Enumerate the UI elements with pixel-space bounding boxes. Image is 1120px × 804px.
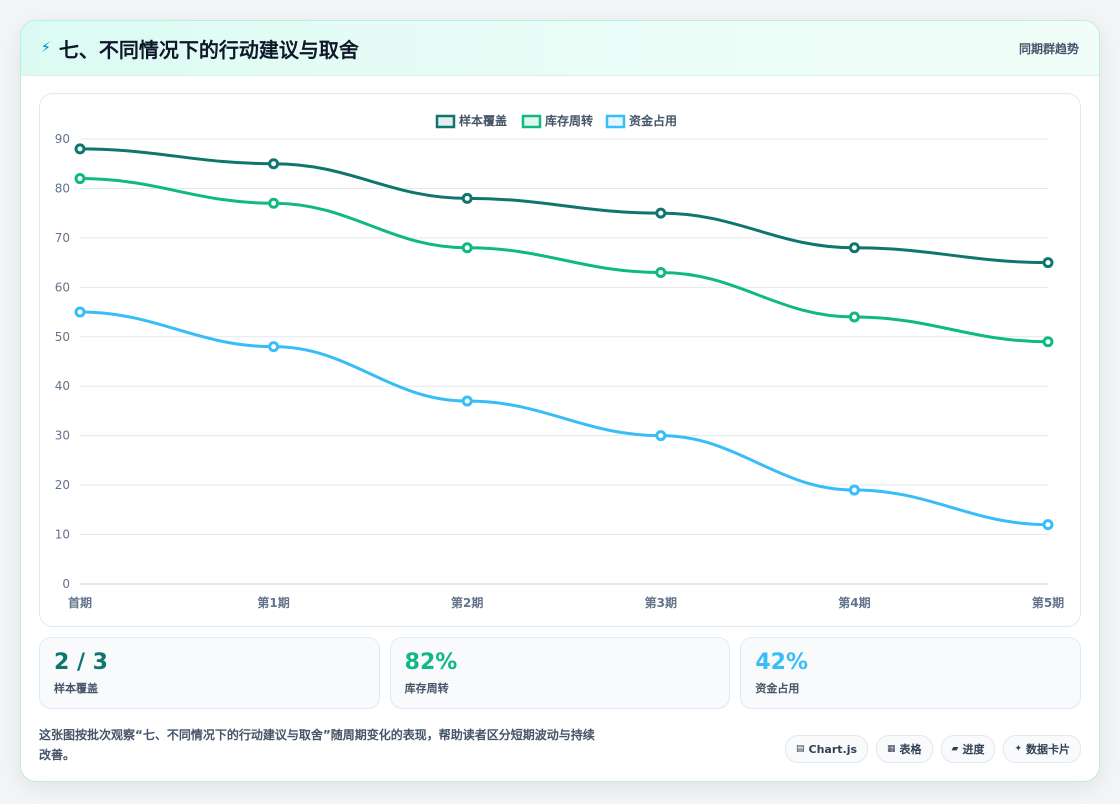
progress-icon: ▰ [951,744,959,754]
chart-container: 0 10 20 30 40 50 60 70 80 90 首期 第1期 第2期 第3期 第4期 第5期 样本覆盖… [39,93,1081,627]
legend-swatch [435,114,456,129]
y-tick-label: 0 [62,577,70,591]
chip-progress[interactable]: ▰ 进度 [940,735,996,763]
stat-card-turnover: 82% 库存周转 [389,637,731,709]
legend-label: 资金占用 [629,113,677,128]
chart-description: 这张图按批次观察“七、不同情况下的行动建议与取舍”随周期变化的表现，帮助读者区分… [39,728,595,762]
x-tick-label: 首期 [68,595,92,610]
stat-card-coverage: 2 / 3 样本覆盖 [39,637,380,709]
y-tick-label: 60 [55,280,70,294]
title-text: 七、不同情况下的行动建议与取舍 [58,37,359,62]
data-point [74,173,86,185]
data-point [1042,336,1054,348]
tag-chips: ▤ Chart.js ▦ 表格 ▰ 进度 ✦ 数据卡片 [784,735,1081,763]
series-line [79,177,1049,344]
data-point [655,430,667,442]
data-point [848,242,860,254]
y-tick-label: 80 [55,181,70,195]
chip-label: 进度 [962,743,985,756]
chip-label: Chart.js [808,742,858,756]
chip-label: 表格 [899,743,922,756]
page-title: ⚡ 七、不同情况下的行动建议与取舍 [41,34,359,63]
chart-icon: ▤ [795,744,805,754]
x-tick-label: 第5期 [1032,595,1064,610]
y-tick-label: 20 [55,478,70,492]
report-card: ⚡ 七、不同情况下的行动建议与取舍 同期群趋势 0 10 20 30 40 50 60 70 8… [20,20,1100,782]
y-tick-label: 70 [55,231,70,245]
sparkle-icon: ✦ [1014,744,1022,754]
legend-swatch [521,114,542,129]
legend-label: 样本覆盖 [459,113,507,128]
data-point [461,242,473,254]
x-tick-label: 第4期 [838,595,870,610]
data-point [655,207,667,219]
y-tick-label: 50 [55,330,70,344]
data-point [655,267,667,278]
stat-label: 样本覆盖 [54,682,98,695]
stat-cards: 2 / 3 样本覆盖 82% 库存周转 42% 资金占用 [39,637,1082,709]
stat-label: 库存周转 [404,682,449,695]
legend-swatch [605,114,626,129]
y-tick-label: 30 [55,429,70,443]
legend-label: 库存周转 [545,113,593,128]
stat-value: 42% [755,650,809,675]
x-tick-label: 第2期 [451,595,483,610]
stat-value: 2 / 3 [54,650,108,675]
data-point [268,341,280,353]
x-tick-label: 第3期 [645,595,677,610]
data-point [461,395,473,407]
lightning-icon: ⚡ [41,40,51,56]
header-tag: 同期群趋势 [1018,41,1079,56]
chip-chartjs[interactable]: ▤ Chart.js [784,735,869,763]
x-tick-label: 第1期 [257,595,289,610]
y-tick-label: 40 [55,379,70,393]
line-chart: 0 10 20 30 40 50 60 70 80 90 首期 第1期 第2期 第3期 第4期 第5期 样本覆盖… [55,113,1064,610]
series-line [79,147,1049,265]
data-point [848,484,860,496]
card-header: ⚡ 七、不同情况下的行动建议与取舍 同期群趋势 [21,21,1099,76]
data-point [268,158,280,170]
table-icon: ▦ [887,744,896,754]
data-point [268,197,280,209]
stat-value: 82% [404,650,458,675]
chip-table[interactable]: ▦ 表格 [876,735,933,763]
data-point [74,143,86,155]
data-point [461,192,473,204]
y-tick-label: 90 [55,132,70,146]
stat-label: 资金占用 [755,682,800,695]
data-point [74,306,86,318]
chip-data-card[interactable]: ✦ 数据卡片 [1003,735,1081,763]
chip-label: 数据卡片 [1026,743,1070,756]
data-point [848,311,860,323]
series-line [79,310,1049,527]
data-point [1042,257,1054,269]
y-tick-label: 10 [55,528,70,542]
stat-card-capital: 42% 资金占用 [740,637,1082,709]
card-footer: 这张图按批次观察“七、不同情况下的行动建议与取舍”随周期变化的表现，帮助读者区分… [39,725,1081,765]
data-point [1042,519,1054,531]
